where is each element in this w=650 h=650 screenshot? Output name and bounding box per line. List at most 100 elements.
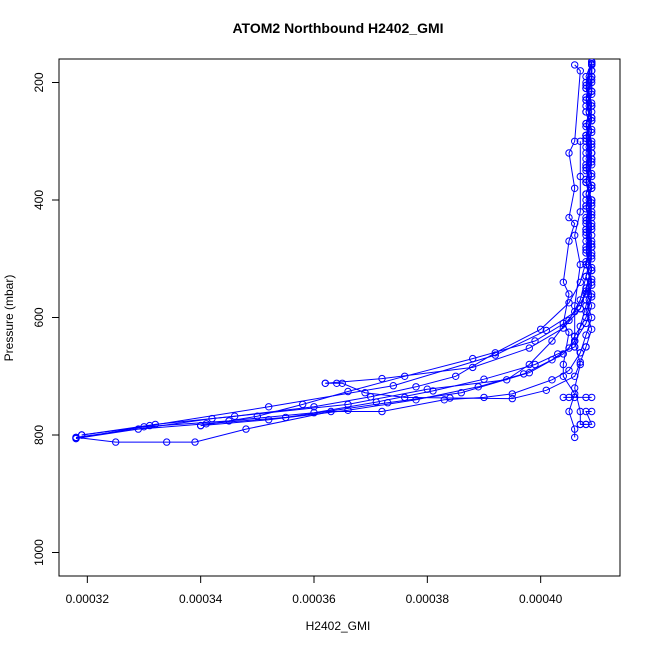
x-axis: 0.00032 0.00034 0.00036 0.00038 0.00040: [66, 575, 563, 606]
data-point: [565, 149, 573, 157]
data-point: [361, 389, 369, 397]
data-point: [588, 407, 596, 416]
data-point: [480, 375, 488, 383]
data-point: [412, 396, 420, 404]
data-point: [588, 128, 596, 137]
data-point: [565, 366, 573, 375]
data-point: [571, 343, 579, 351]
series-line-4: [325, 346, 587, 400]
data-point: [588, 67, 596, 75]
data-point: [469, 363, 477, 372]
data-point: [582, 313, 590, 322]
data-point: [559, 393, 567, 402]
y-tick-label: 800: [32, 425, 46, 445]
x-tick-label: 0.00036: [292, 592, 336, 606]
data-point: [571, 231, 579, 240]
data-point: [565, 316, 573, 325]
data-point: [576, 278, 584, 286]
data-point: [452, 372, 460, 380]
data-point: [582, 108, 590, 116]
data-point: [582, 231, 590, 240]
data-point: [372, 398, 380, 406]
series-line-16: [574, 141, 586, 425]
data-point: [571, 302, 579, 310]
data-point: [520, 370, 528, 378]
data-point: [588, 219, 596, 228]
data-point: [588, 325, 596, 333]
y-axis-label: Pressure (mbar): [2, 275, 16, 362]
data-point: [265, 403, 273, 411]
data-point: [401, 372, 409, 380]
y-axis: 200 400 600 800 1000: [32, 72, 60, 566]
data-point: [582, 420, 590, 429]
data-point: [537, 325, 545, 333]
data-point: [474, 383, 482, 391]
data-point: [576, 172, 584, 181]
data-point: [576, 67, 584, 75]
plot-area: [72, 59, 596, 446]
data-point: [576, 208, 584, 216]
series-line-3: [325, 61, 593, 384]
chart-title: ATOM2 Northbound H2402_GMI: [232, 20, 443, 36]
data-point: [588, 393, 596, 402]
data-point: [571, 61, 579, 69]
data-point: [559, 278, 567, 286]
data-point: [559, 360, 567, 369]
data-point: [333, 379, 341, 387]
data-point: [582, 407, 590, 416]
y-tick-label: 600: [32, 307, 46, 327]
data-point: [565, 299, 573, 307]
data-point: [548, 337, 556, 345]
x-tick-label: 0.00040: [519, 592, 563, 606]
data-point: [565, 237, 573, 245]
data-point: [571, 425, 579, 433]
series-line-12: [200, 63, 593, 427]
series-line-10: [81, 346, 575, 436]
data-point: [338, 379, 346, 387]
data-point: [151, 420, 160, 429]
data-point: [446, 394, 454, 402]
y-tick-label: 200: [32, 72, 46, 92]
data-point: [588, 313, 596, 322]
data-point: [576, 260, 584, 269]
data-point: [253, 412, 261, 420]
data-point: [231, 412, 239, 420]
data-point: [571, 184, 579, 193]
data-point: [525, 344, 533, 352]
data-point: [571, 137, 579, 146]
data-point: [588, 149, 596, 157]
data-point: [265, 416, 273, 424]
data-point: [565, 290, 573, 298]
data-point: [576, 407, 584, 416]
series-line-13: [200, 336, 576, 427]
data-point: [531, 360, 539, 369]
data-point: [588, 302, 596, 310]
data-point: [588, 155, 596, 163]
data-point: [542, 386, 550, 394]
series-line-9: [81, 76, 593, 436]
series-line-1: [75, 352, 581, 443]
data-point: [576, 137, 584, 146]
data-point: [565, 213, 573, 222]
data-point: [299, 400, 307, 409]
x-axis-label: H2402_GMI: [306, 619, 371, 633]
data-point: [191, 438, 199, 446]
data-point: [469, 354, 477, 363]
data-point: [588, 108, 596, 116]
data-point: [588, 231, 596, 240]
data-point: [582, 131, 590, 140]
plot-frame: [58, 58, 621, 577]
data-point: [588, 266, 596, 275]
x-tick-label: 0.00034: [179, 592, 223, 606]
data-point: [582, 272, 590, 281]
data-point: [588, 211, 596, 219]
data-point: [163, 438, 171, 446]
data-point: [571, 337, 579, 345]
data-point: [72, 434, 80, 443]
data-point: [576, 322, 584, 330]
data-point: [582, 84, 590, 93]
data-point: [412, 383, 420, 391]
data-point: [378, 407, 386, 416]
data-point: [576, 360, 584, 369]
